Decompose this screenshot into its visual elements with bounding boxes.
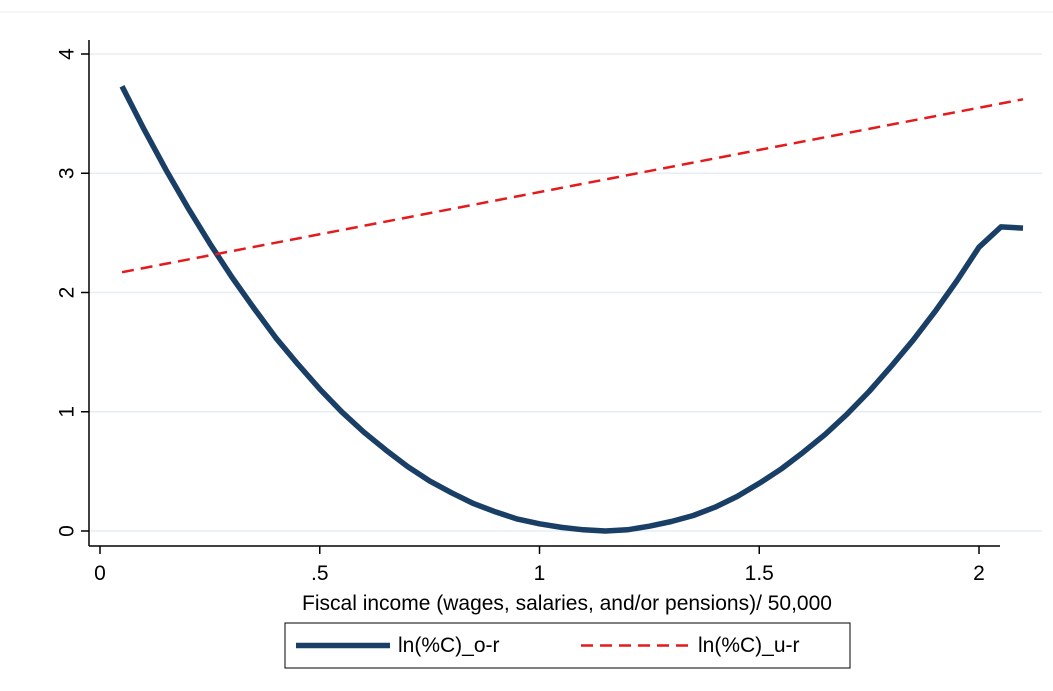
y-tick-label-1: 1 xyxy=(56,406,79,418)
y-tick-label-0: 0 xyxy=(56,525,79,537)
series-layer xyxy=(119,84,1024,534)
series-line-0 xyxy=(119,84,1024,534)
grid-layer xyxy=(0,11,1053,532)
x-tick-label-3: 1.5 xyxy=(745,562,774,585)
legend-label-1: ln(%C)_u-r xyxy=(698,634,800,657)
y-tick-label-2: 2 xyxy=(56,287,79,299)
legend-box xyxy=(284,622,851,669)
y-tick-label-3: 3 xyxy=(56,167,79,179)
x-tick-label-1: .5 xyxy=(311,562,329,585)
series-line-1 xyxy=(121,98,1024,274)
x-tick-label-4: 2 xyxy=(973,562,985,585)
y-tick-label-4: 4 xyxy=(56,48,79,60)
legend: ln(%C)_o-r ln(%C)_u-r xyxy=(284,622,851,669)
legend-label-0: ln(%C)_o-r xyxy=(398,634,500,657)
axes-layer: 0 1 2 3 4 0 .5 1 1.5 2 xyxy=(56,40,1000,585)
x-axis-title: Fiscal income (wages, salaries, and/or p… xyxy=(302,592,832,615)
x-tick-label-0: 0 xyxy=(94,562,106,585)
x-tick-label-2: 1 xyxy=(534,562,546,585)
